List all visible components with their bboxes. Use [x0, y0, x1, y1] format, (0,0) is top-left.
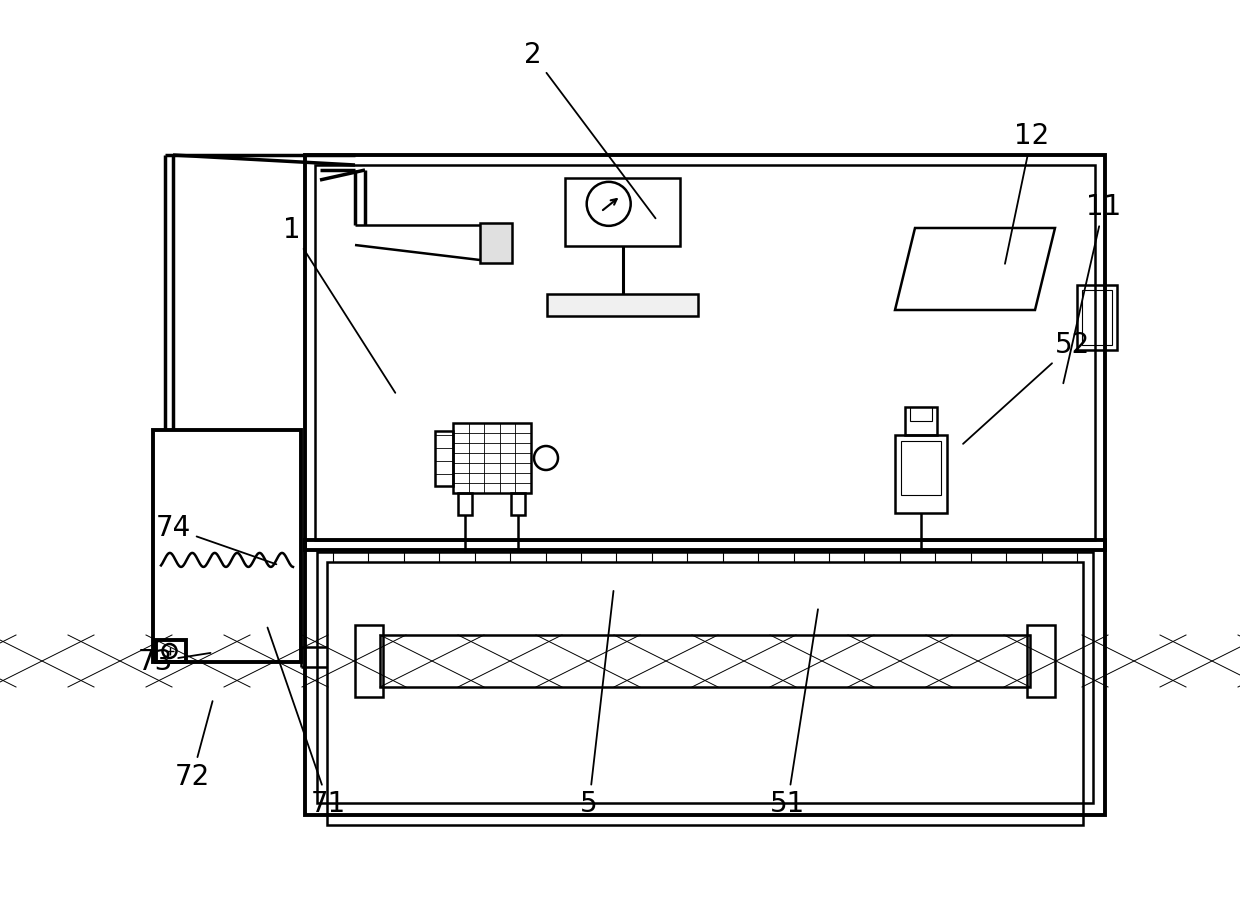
Bar: [511, 493, 525, 515]
Bar: [905, 407, 937, 435]
Bar: [305, 540, 1105, 815]
Text: 11: 11: [1063, 193, 1121, 383]
Text: 52: 52: [963, 331, 1090, 444]
Bar: [153, 430, 301, 662]
Bar: [480, 223, 512, 263]
Bar: [1027, 625, 1055, 697]
Bar: [901, 441, 941, 495]
Text: 51: 51: [770, 609, 818, 818]
Bar: [305, 155, 1105, 550]
Text: 2: 2: [525, 41, 656, 219]
Bar: [435, 431, 453, 486]
Bar: [1078, 285, 1117, 350]
Bar: [453, 423, 531, 493]
Bar: [458, 493, 472, 515]
Bar: [1083, 290, 1112, 345]
Bar: [547, 294, 698, 316]
Bar: [315, 165, 1095, 540]
Text: 5: 5: [580, 591, 614, 818]
Bar: [379, 635, 1030, 687]
Bar: [565, 178, 680, 246]
Bar: [895, 435, 947, 513]
Bar: [355, 625, 383, 697]
Bar: [910, 407, 932, 421]
Text: 1: 1: [283, 216, 396, 392]
Bar: [156, 640, 186, 662]
Bar: [317, 552, 1092, 803]
Text: 72: 72: [175, 701, 212, 790]
Bar: [327, 562, 1083, 825]
Text: 73: 73: [138, 648, 211, 675]
Text: 71: 71: [268, 628, 346, 818]
Text: 74: 74: [156, 515, 277, 564]
Text: 12: 12: [1004, 122, 1049, 264]
